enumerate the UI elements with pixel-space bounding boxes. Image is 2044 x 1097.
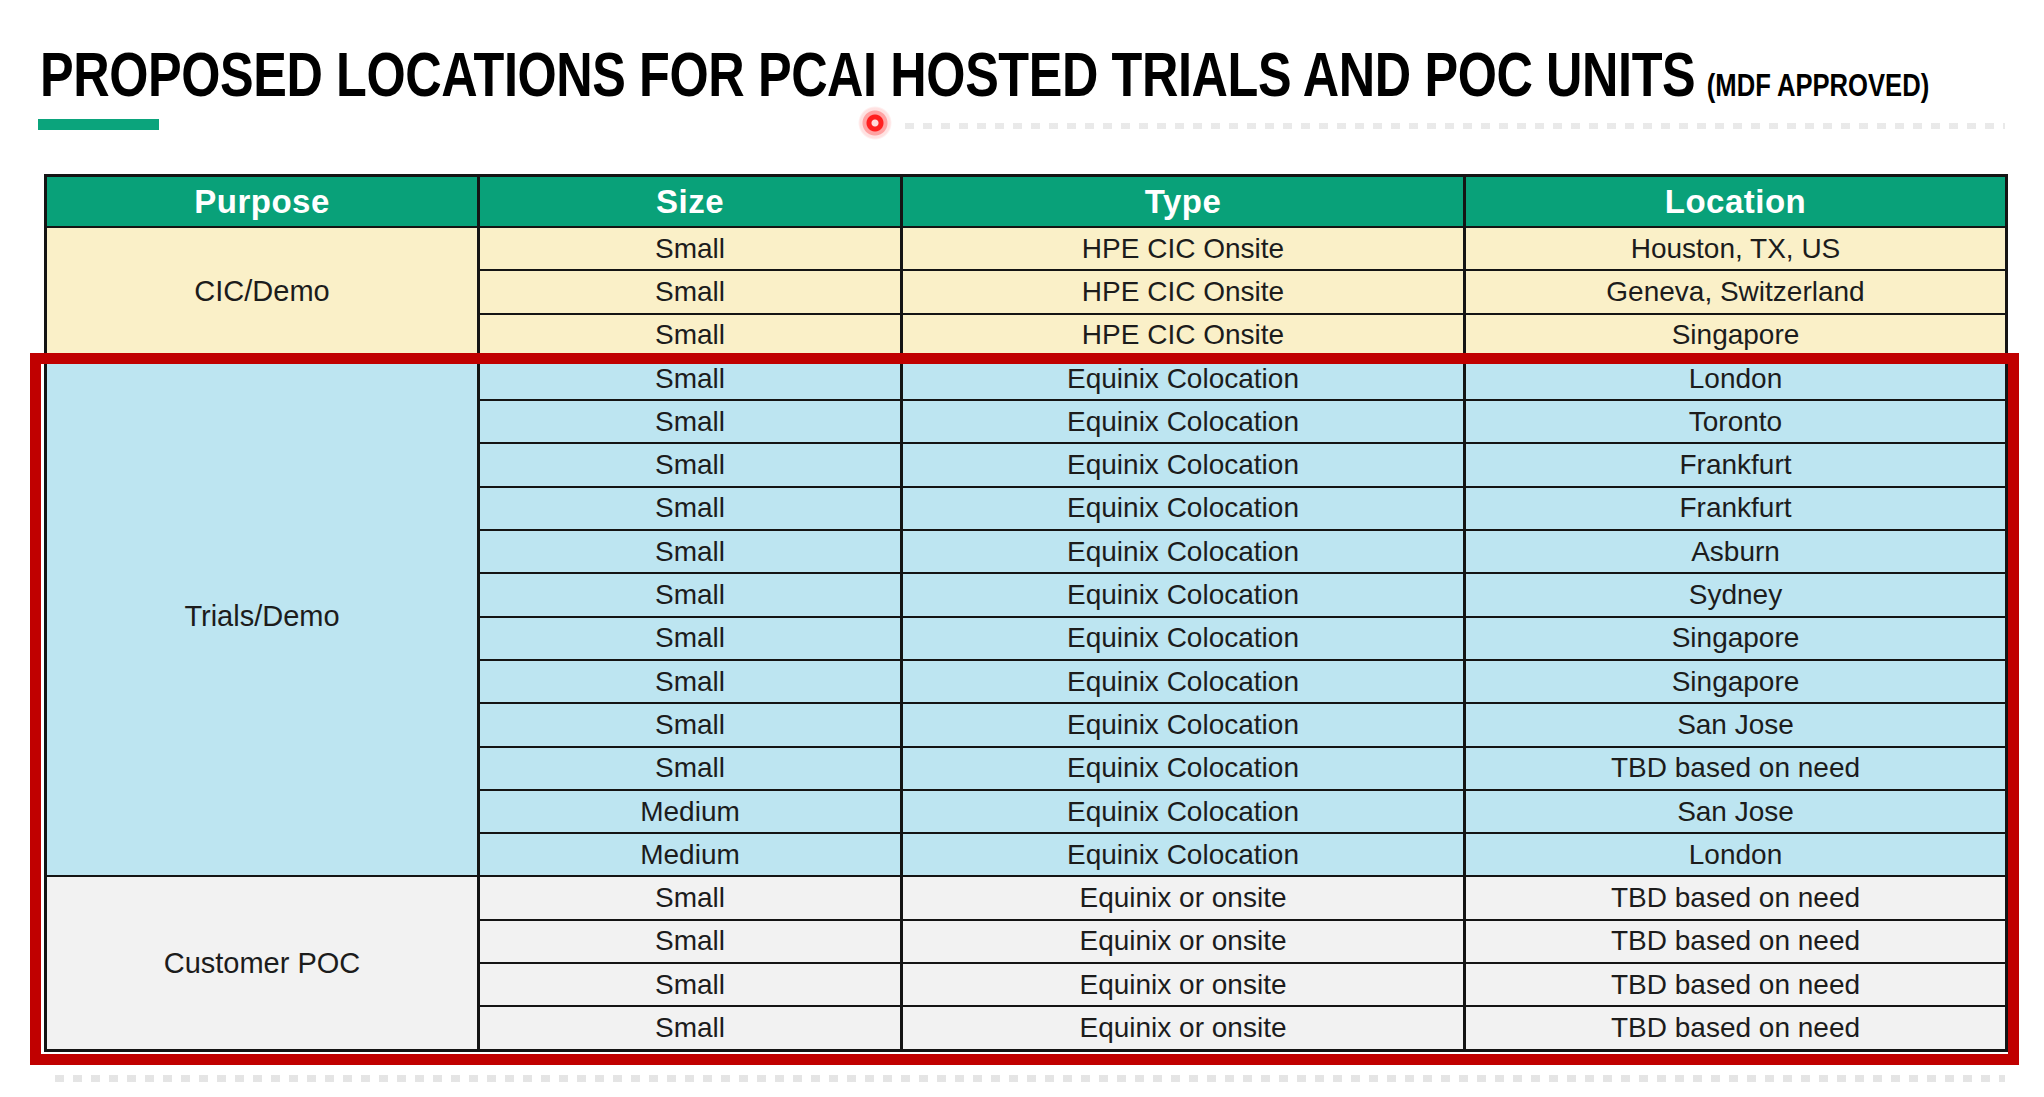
size-cell: Small [480,704,900,745]
location-cell: Geneva, Switzerland [1466,271,2005,312]
size-cell: Small [480,271,900,312]
type-cell: Equinix Colocation [903,531,1463,572]
slide-title-suffix: (MDF APPROVED) [1707,67,1929,103]
location-cell: London [1466,358,2005,399]
size-cell: Medium [480,791,900,832]
location-cell: Singapore [1466,661,2005,702]
location-cell: Asburn [1466,531,2005,572]
location-cell: TBD based on need [1466,921,2005,962]
size-cell: Small [480,358,900,399]
type-cell: Equinix Colocation [903,704,1463,745]
location-cell: Toronto [1466,401,2005,442]
type-cell: Equinix Colocation [903,358,1463,399]
type-cell: Equinix Colocation [903,444,1463,485]
type-cell: Equinix Colocation [903,618,1463,659]
header-cell-purpose: Purpose [47,177,477,226]
size-cell: Small [480,315,900,356]
location-cell: San Jose [1466,791,2005,832]
size-cell: Small [480,444,900,485]
size-cell: Small [480,661,900,702]
location-cell: Houston, TX, US [1466,228,2005,269]
type-cell: Equinix Colocation [903,574,1463,615]
location-cell: TBD based on need [1466,964,2005,1005]
location-cell: TBD based on need [1466,748,2005,789]
type-cell: Equinix or onsite [903,921,1463,962]
type-cell: HPE CIC Onsite [903,271,1463,312]
size-cell: Small [480,877,900,918]
header-cell-type: Type [903,177,1463,226]
location-cell: London [1466,834,2005,875]
size-cell: Small [480,1007,900,1048]
laser-pointer-dot [858,106,892,140]
location-cell: Singapore [1466,315,2005,356]
slide-title-text: PROPOSED LOCATIONS FOR PCAI HOSTED TRIAL… [40,39,1695,109]
size-cell: Small [480,488,900,529]
locations-table: PurposeSizeTypeLocationCIC/DemoSmallHPE … [44,174,2008,1052]
type-cell: Equinix Colocation [903,488,1463,529]
type-cell: Equinix or onsite [903,877,1463,918]
size-cell: Medium [480,834,900,875]
title-underline [38,119,159,130]
type-cell: Equinix Colocation [903,834,1463,875]
slide-title: PROPOSED LOCATIONS FOR PCAI HOSTED TRIAL… [40,38,1929,110]
type-cell: Equinix Colocation [903,748,1463,789]
type-cell: Equinix Colocation [903,661,1463,702]
location-cell: San Jose [1466,704,2005,745]
ghost-dashes-bottom [55,1075,2005,1082]
type-cell: Equinix Colocation [903,401,1463,442]
size-cell: Small [480,618,900,659]
location-cell: TBD based on need [1466,1007,2005,1048]
purpose-cell: Trials/Demo [47,358,477,876]
size-cell: Small [480,921,900,962]
purpose-cell: Customer POC [47,877,477,1048]
header-cell-size: Size [480,177,900,226]
type-cell: Equinix or onsite [903,1007,1463,1048]
ghost-dashes-top [905,123,2005,129]
size-cell: Small [480,401,900,442]
location-cell: TBD based on need [1466,877,2005,918]
purpose-cell: CIC/Demo [47,228,477,356]
header-cell-location: Location [1466,177,2005,226]
type-cell: Equinix or onsite [903,964,1463,1005]
location-cell: Frankfurt [1466,488,2005,529]
size-cell: Small [480,574,900,615]
type-cell: HPE CIC Onsite [903,228,1463,269]
size-cell: Small [480,531,900,572]
type-cell: HPE CIC Onsite [903,315,1463,356]
location-cell: Frankfurt [1466,444,2005,485]
size-cell: Small [480,228,900,269]
location-cell: Singapore [1466,618,2005,659]
size-cell: Small [480,964,900,1005]
type-cell: Equinix Colocation [903,791,1463,832]
location-cell: Sydney [1466,574,2005,615]
size-cell: Small [480,748,900,789]
